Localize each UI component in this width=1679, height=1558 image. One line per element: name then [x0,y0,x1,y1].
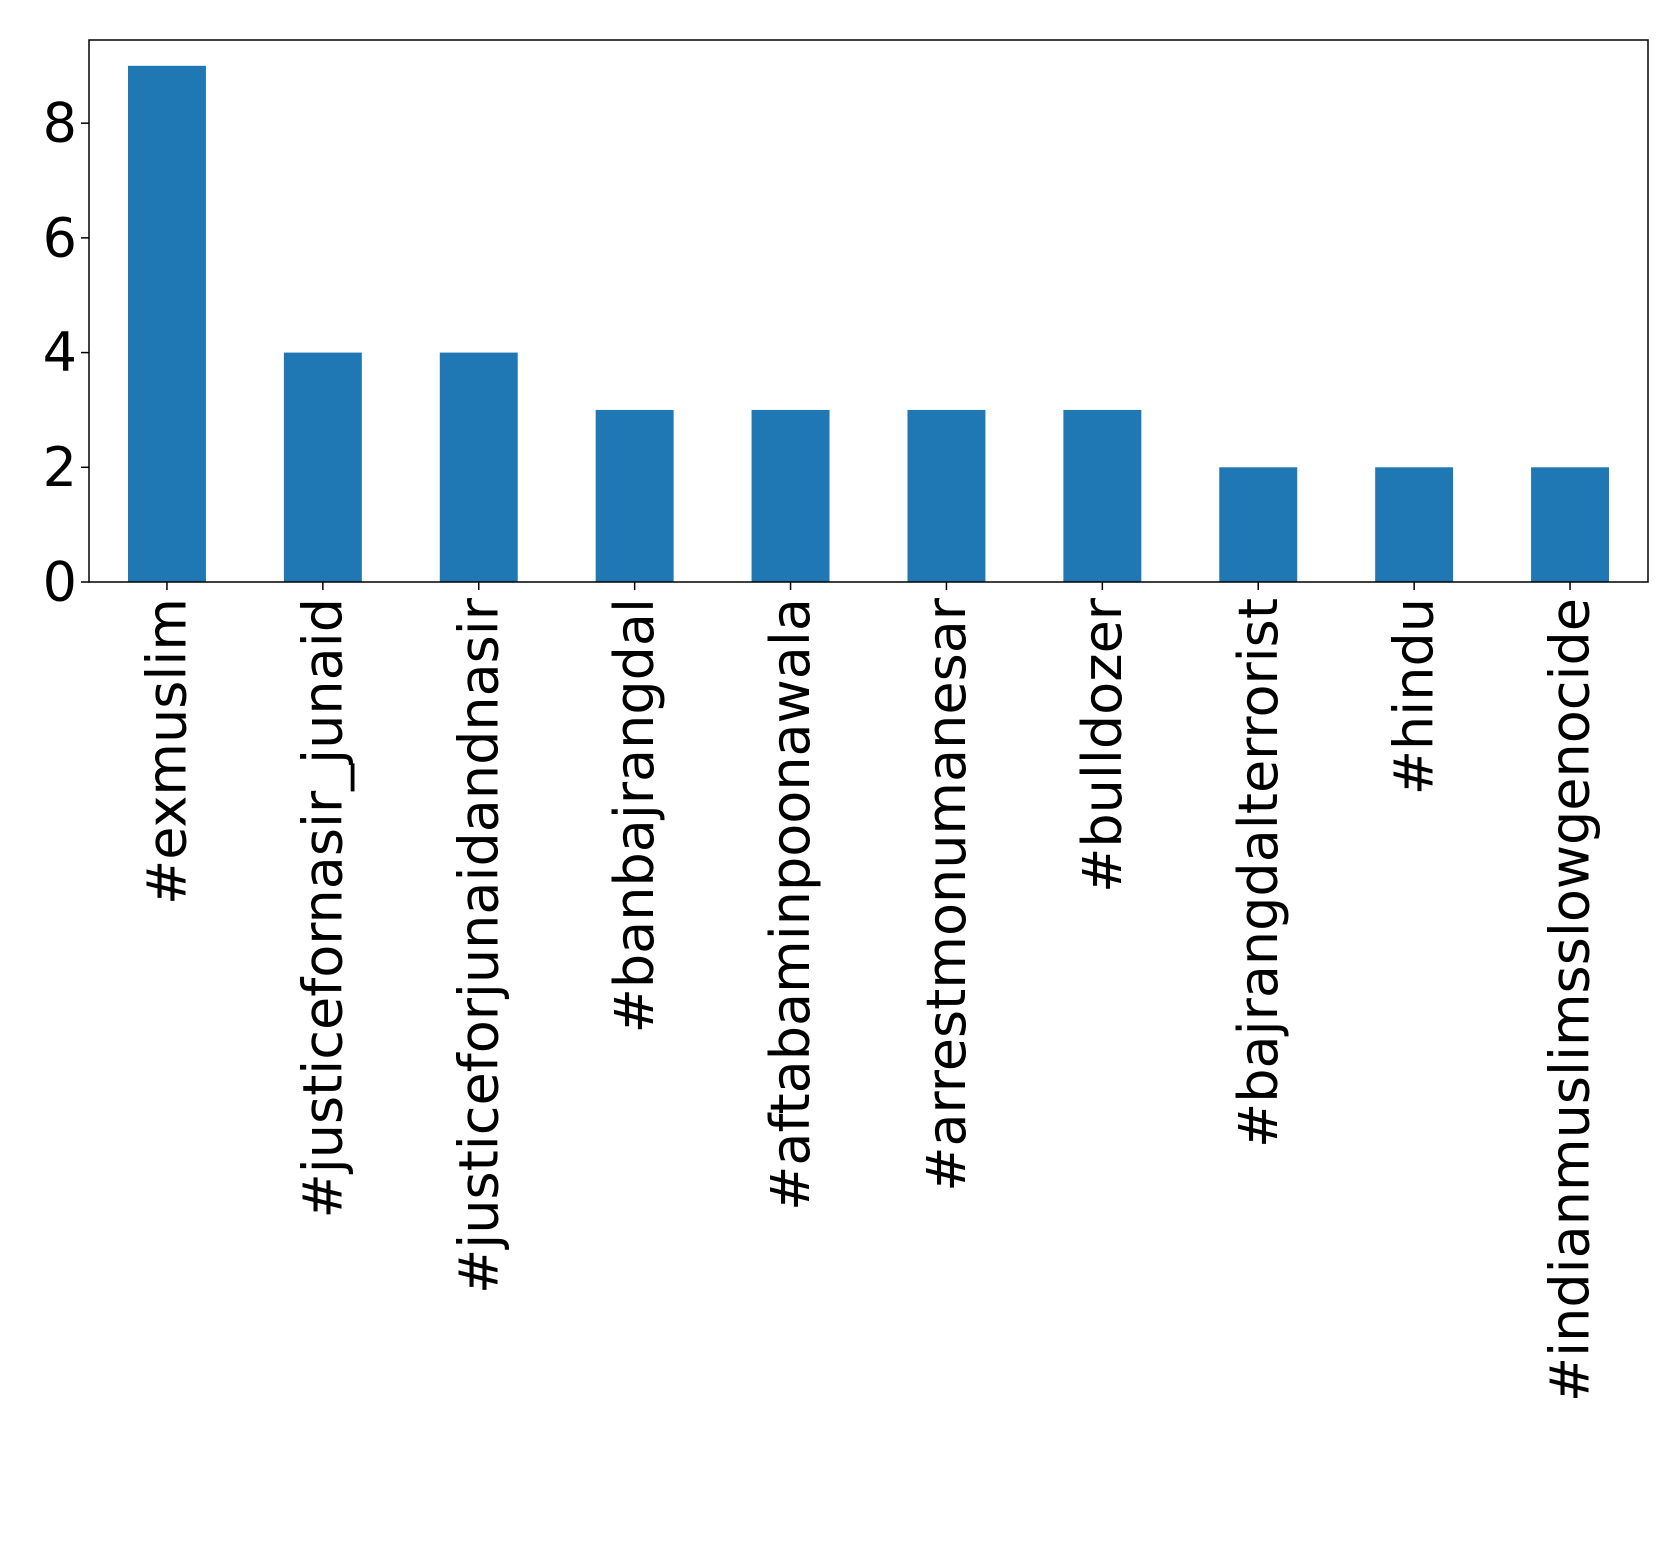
x-tick-label-4: #aftabaminpoonawala [759,598,822,1211]
bar-4 [751,409,830,582]
x-tick-label-5: #arrestmonumanesar [915,597,978,1192]
x-tick-label-2: #justiceforjunaidandnasir [447,597,510,1294]
y-tick-label-2: 4 [43,321,77,384]
x-tick-label-6: #bulldozer [1071,597,1134,893]
plot-frame [88,39,1649,583]
bar-8 [1375,467,1454,582]
x-tick-label-0: #exmuslim [135,598,198,905]
bar-7 [1219,467,1298,582]
y-tick-label-1: 2 [43,436,77,499]
y-tick-label-0: 0 [43,551,77,614]
x-tick-label-8: #hindu [1383,598,1446,795]
bar-1 [283,352,362,582]
y-axis: 0 2 4 6 8 [43,92,89,614]
x-tick-label-3: #banbajrangdal [603,598,666,1033]
bar-5 [907,409,986,582]
x-tick-label-1: #justicefornasir_junaid [291,598,354,1218]
x-tick-label-9: #indianmuslimsslowgenocide [1539,598,1602,1402]
bar-9 [1531,467,1610,582]
bar-6 [1063,409,1142,582]
bar-3 [595,409,674,582]
x-tick-label-7: #bajrangdalterrorist [1227,598,1290,1148]
bar-2 [439,352,518,582]
bar-0 [127,65,206,583]
x-axis: #exmuslim #justicefornasir_junaid #justice… [135,582,1602,1402]
bars-group [127,65,1610,583]
y-tick-label-4: 8 [43,92,77,155]
y-tick-label-3: 6 [43,206,77,269]
